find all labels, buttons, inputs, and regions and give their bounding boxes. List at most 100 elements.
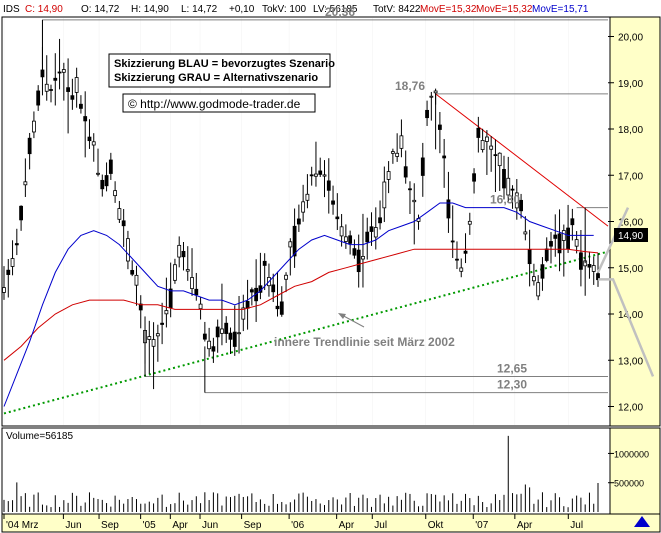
candle-body [459, 267, 464, 272]
candle-body [305, 193, 310, 201]
candle-body [408, 188, 412, 191]
candle-body [185, 269, 190, 272]
x-tick-label: Sep [244, 520, 262, 531]
candle-body [198, 303, 203, 310]
candle-body [134, 274, 139, 286]
corner-triangle-icon[interactable] [634, 516, 650, 527]
volume-axis-panel [609, 427, 661, 515]
candle-body [369, 226, 374, 232]
candle-body [314, 173, 318, 177]
red-resistance-line [435, 93, 609, 227]
volume-tick-label: 500000 [614, 479, 644, 489]
candle-body [228, 332, 233, 340]
candle-body [121, 220, 126, 227]
candle-body [160, 322, 165, 325]
candle-body [66, 87, 71, 92]
candle-body [472, 173, 476, 182]
volume-plot-frame [1, 427, 611, 515]
candle-body [455, 258, 459, 261]
candle-body [168, 288, 173, 309]
candle-body [130, 270, 135, 275]
candle-body [412, 199, 417, 203]
header-low: L: 14,72 [181, 4, 218, 15]
header-open: O: 14,72 [81, 4, 120, 15]
legend-line-blue: Skizzierung BLAU = bevorzugtes Szenario [114, 58, 335, 70]
candle-body [326, 180, 331, 191]
candle-body [467, 220, 472, 225]
x-tick-label: Apr [517, 520, 533, 531]
candle-body [540, 264, 545, 279]
candle-body [155, 333, 160, 337]
candle-body [502, 169, 506, 189]
scenario-legend-box [108, 53, 331, 88]
candle-body [489, 145, 494, 150]
candle-body [437, 124, 442, 130]
candle-body [348, 235, 353, 244]
x-tick-label: Jul [374, 520, 387, 531]
x-tick-label: '05 [143, 520, 156, 531]
candle-body [10, 258, 15, 267]
annotation-label: 18,76 [395, 79, 425, 93]
candle-body [292, 225, 297, 257]
candle-body [284, 274, 288, 280]
candle-body [318, 170, 323, 175]
candle-body [553, 234, 558, 239]
candle-body [211, 346, 216, 352]
candle-body [433, 90, 438, 94]
candle-body [506, 177, 511, 196]
candle-body [442, 155, 447, 159]
current-price-tag [614, 228, 648, 242]
candle-body [425, 109, 429, 119]
candle-body [100, 179, 105, 190]
candle-body [531, 276, 536, 282]
x-tick-label: Apr [339, 520, 355, 531]
candle-body [339, 226, 344, 237]
y-tick-label: 13,00 [618, 356, 643, 367]
candle-body [331, 200, 335, 205]
annotation-label: 12,30 [497, 378, 527, 392]
y-tick-label: 16,00 [618, 218, 643, 229]
candle-body [480, 140, 485, 150]
candle-body [570, 218, 575, 226]
candle-body [53, 77, 58, 81]
candle-body [57, 71, 62, 74]
candle-body [87, 136, 92, 142]
candle-body [476, 127, 481, 138]
candle-body [70, 95, 75, 100]
x-tick-label: '06 [291, 520, 304, 531]
candle-body [484, 136, 489, 142]
candle-body [527, 249, 532, 265]
candle-body [510, 188, 515, 191]
header-last-volume: LV: 56185 [313, 4, 358, 15]
candle-body [361, 256, 365, 260]
candle-body [378, 217, 382, 224]
candle-body [497, 152, 502, 167]
candle-body [587, 264, 592, 268]
header-close: C: 14,90 [25, 4, 63, 15]
ma-blue-line [3, 202, 594, 407]
candle-body [44, 83, 49, 92]
y-tick-label: 19,00 [618, 79, 643, 90]
candle-body [382, 181, 387, 209]
y-tick-label: 12,00 [618, 403, 643, 414]
scenario-sketch [596, 207, 655, 377]
candle-body [544, 248, 549, 261]
candle-body [202, 333, 207, 340]
candle-body [241, 307, 246, 320]
candle-body [574, 239, 579, 247]
candle-body [446, 199, 451, 219]
candle-body [104, 175, 109, 187]
header-mave-1: MovE=15,32 [420, 4, 477, 15]
header-mave-3: MovE=15,71 [532, 4, 589, 15]
watermark-box [122, 93, 316, 113]
candle-body [108, 159, 113, 174]
ma-red-line [3, 248, 599, 361]
x-tick-label: Okt [428, 520, 444, 531]
candle-body [322, 174, 327, 177]
candle-body [220, 328, 224, 334]
candle-body [262, 260, 267, 266]
candle-body [429, 95, 434, 98]
candle-body [113, 190, 118, 197]
candle-body [463, 250, 468, 254]
candle-body [173, 264, 177, 281]
